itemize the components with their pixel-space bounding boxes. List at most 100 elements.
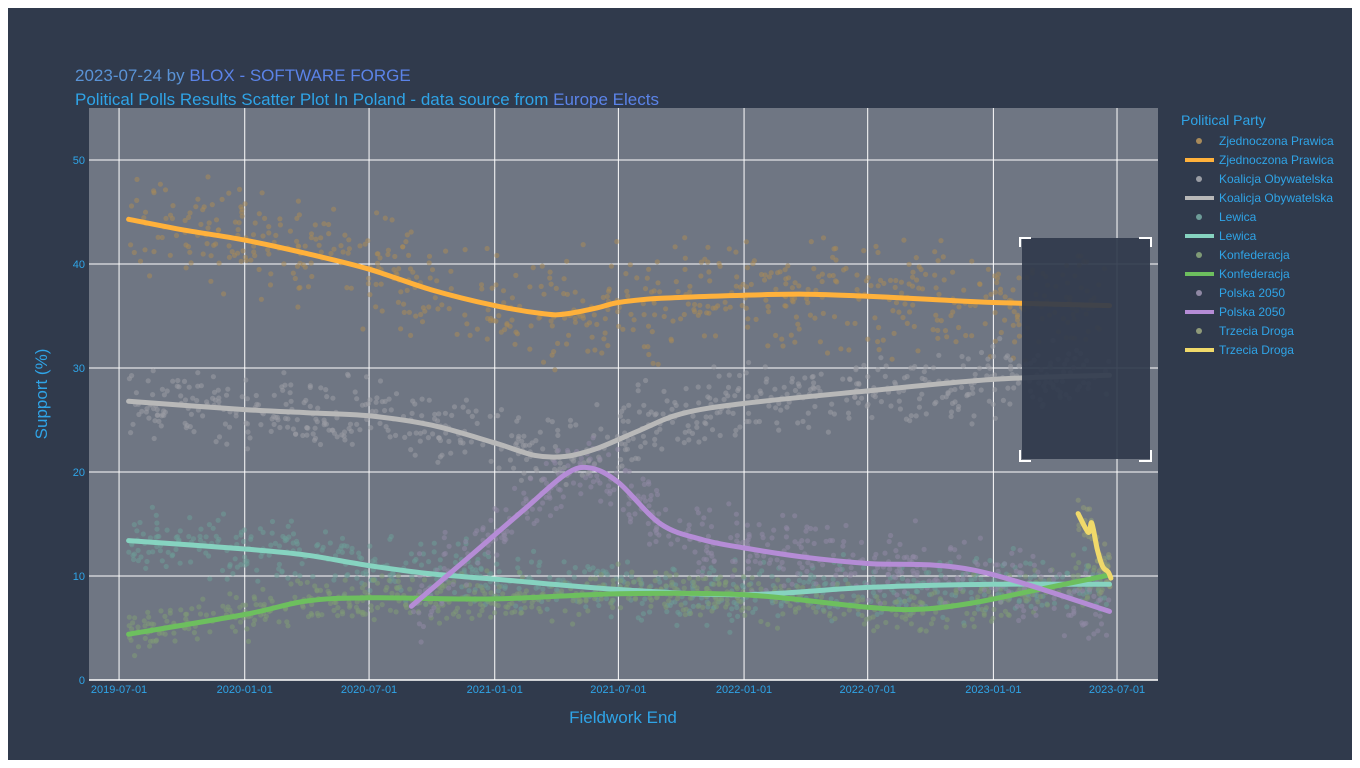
scatter-point	[874, 624, 880, 630]
scatter-point	[431, 605, 437, 611]
scatter-point	[1017, 570, 1023, 576]
scatter-point	[687, 289, 693, 295]
scatter-point	[1083, 620, 1089, 626]
scatter-point	[766, 560, 773, 566]
scatter-point	[894, 592, 900, 598]
legend-item[interactable]: Konfederacja	[1196, 248, 1290, 262]
scatter-point	[699, 521, 705, 527]
scatter-point	[1095, 628, 1101, 634]
scatter-point	[645, 520, 651, 527]
scatter-point	[314, 543, 320, 549]
scatter-point	[377, 255, 383, 261]
scatter-point	[706, 601, 712, 607]
scatter-point	[282, 415, 289, 422]
scatter-point	[717, 432, 723, 439]
scatter-point	[847, 376, 853, 383]
scatter-point	[745, 316, 751, 322]
scatter-point	[995, 562, 1001, 568]
scatter-point	[828, 596, 834, 602]
scatter-point	[745, 393, 751, 399]
scatter-point	[830, 576, 836, 582]
legend-item[interactable]: Zjednoczona Prawica	[1196, 134, 1334, 148]
scatter-point	[274, 572, 280, 579]
scatter-point	[730, 410, 736, 416]
scatter-point	[288, 518, 294, 524]
scatter-point	[348, 428, 354, 434]
scatter-point	[238, 562, 244, 568]
selection-overlay[interactable]	[1019, 237, 1152, 462]
scatter-point	[237, 604, 243, 610]
blox-link[interactable]: BLOX - SOFTWARE FORGE	[189, 66, 411, 85]
scatter-point	[805, 560, 811, 566]
scatter-point	[147, 638, 154, 644]
scatter-point	[225, 386, 231, 392]
scatter-point	[173, 546, 179, 553]
scatter-point	[379, 573, 385, 579]
legend[interactable]: Political Party Zjednoczona Prawica Zjedn…	[1181, 112, 1334, 357]
scatter-point	[363, 374, 370, 380]
scatter-point	[421, 577, 428, 583]
scatter-point	[728, 535, 734, 541]
scatter-point	[195, 196, 201, 202]
scatter-point	[206, 522, 212, 528]
scatter-point	[259, 190, 265, 196]
scatter-point	[147, 535, 153, 541]
scatter-point	[923, 271, 929, 277]
scatter-point	[789, 375, 796, 381]
scatter-point	[388, 407, 394, 413]
legend-title: Political Party	[1181, 112, 1266, 128]
scatter-point	[548, 281, 554, 287]
scatter-point	[1010, 545, 1016, 552]
scatter-point	[706, 269, 712, 275]
title-prefix: 2023-07-24 by	[75, 66, 190, 85]
scatter-point	[598, 596, 605, 602]
scatter-point	[446, 306, 452, 312]
legend-item[interactable]: Polska 2050	[1196, 286, 1285, 300]
scatter-point	[733, 584, 739, 590]
scatter-point	[993, 586, 999, 593]
scatter-point	[474, 420, 480, 426]
scatter-point	[1101, 595, 1108, 601]
legend-item[interactable]: Lewica	[1196, 210, 1257, 224]
scatter-point	[632, 511, 638, 517]
legend-item[interactable]: Koalicja Obywatelska	[1196, 172, 1333, 186]
legend-item[interactable]: Trzecia Droga	[1185, 343, 1294, 357]
scatter-point	[277, 424, 283, 431]
scatter-point	[808, 572, 814, 578]
scatter-point	[318, 385, 324, 391]
scatter-point	[641, 344, 647, 350]
scatter-point	[982, 561, 989, 567]
scatter-point	[354, 575, 360, 581]
scatter-point	[695, 576, 701, 582]
scatter-point	[186, 533, 192, 540]
legend-item[interactable]: Lewica	[1185, 229, 1257, 243]
scatter-point	[926, 578, 932, 584]
scatter-point	[423, 601, 429, 608]
scatter-point	[955, 577, 961, 583]
scatter-point	[792, 387, 799, 394]
scatter-point	[378, 281, 384, 287]
scatter-point	[195, 383, 201, 389]
scatter-point	[422, 308, 428, 314]
scatter-point	[1046, 577, 1052, 583]
legend-item[interactable]: Zjednoczona Prawica	[1185, 153, 1334, 167]
scatter-point	[531, 520, 537, 527]
scatter-point	[762, 364, 768, 370]
europe-elects-link[interactable]: Europe Elects	[553, 90, 659, 109]
legend-item[interactable]: Koalicja Obywatelska	[1185, 191, 1333, 205]
scatter-point	[905, 578, 911, 584]
scatter-point	[638, 617, 645, 623]
scatter-point	[1032, 606, 1039, 612]
scatter-point	[706, 384, 712, 390]
legend-item[interactable]: Konfederacja	[1185, 267, 1290, 281]
legend-item[interactable]: Polska 2050	[1185, 305, 1285, 319]
scatter-point	[269, 530, 275, 536]
scatter-point	[773, 332, 779, 338]
scatter-point	[852, 394, 858, 400]
scatter-point	[304, 579, 310, 585]
scatter-point	[487, 413, 493, 419]
legend-item[interactable]: Trzecia Droga	[1196, 324, 1294, 338]
scatter-point	[597, 456, 603, 462]
scatter-point	[374, 210, 380, 216]
